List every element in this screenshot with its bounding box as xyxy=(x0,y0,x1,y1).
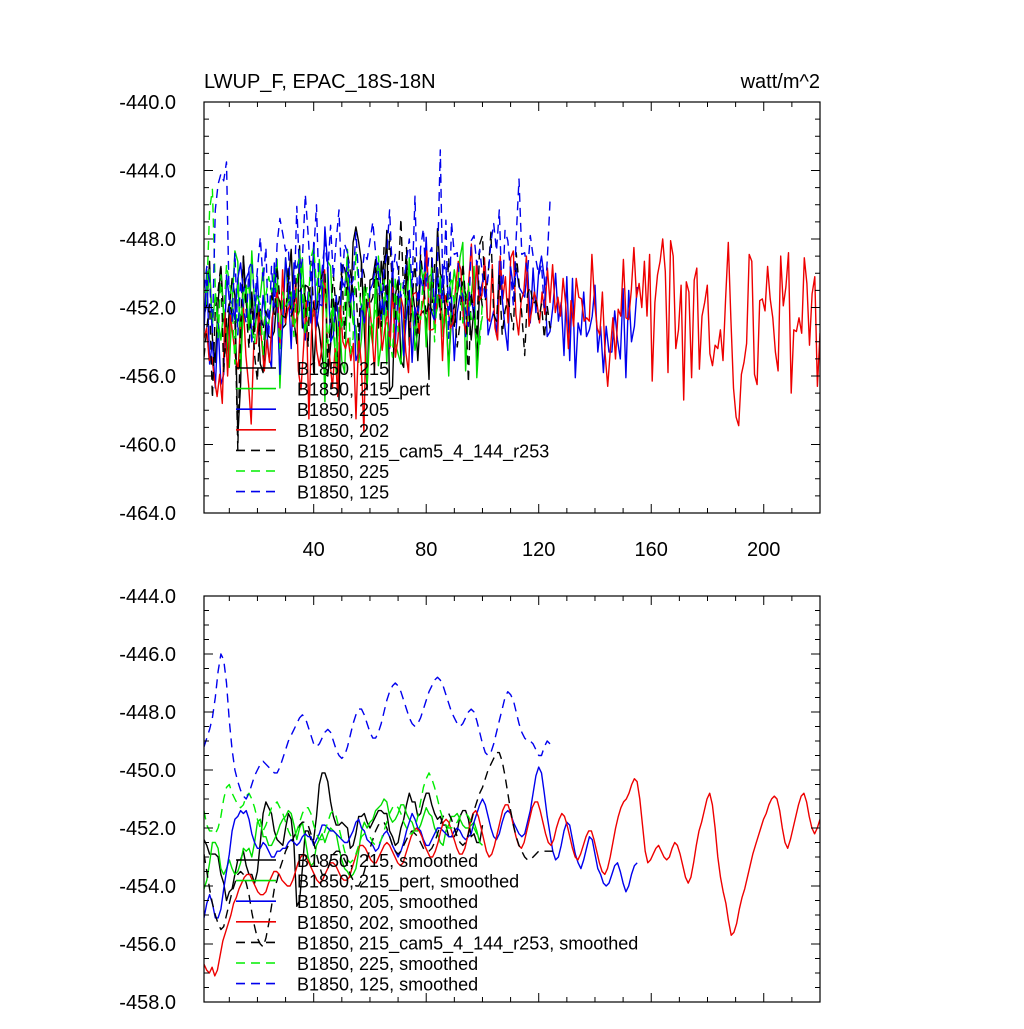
series-group xyxy=(204,149,820,451)
y-tick-label: -458.0 xyxy=(119,992,176,1014)
y-tick-label: -452.0 xyxy=(119,818,176,840)
x-tick-label: 40 xyxy=(303,539,325,561)
y-tick-label: -450.0 xyxy=(119,760,176,782)
tick-marks xyxy=(204,595,821,1003)
legend-label: B1850, 215_pert, smoothed xyxy=(297,872,519,893)
y-tick-label: -440.0 xyxy=(119,92,176,114)
chart-title: LWUP_F, EPAC_18S-18N xyxy=(204,71,436,93)
y-tick-label: -460.0 xyxy=(119,435,176,457)
series-line-3 xyxy=(204,766,638,919)
y-tick-label: -448.0 xyxy=(119,702,176,724)
legend-label: B1850, 205, smoothed xyxy=(297,892,478,912)
tick-marks xyxy=(204,101,821,514)
legend-label: B1850, 225 xyxy=(297,462,389,482)
series-line-5 xyxy=(204,751,553,948)
y-tick-label: -464.0 xyxy=(119,503,176,525)
x-tick-label: 120 xyxy=(522,539,555,561)
legend-label: B1850, 202, smoothed xyxy=(297,913,478,933)
series-group xyxy=(204,653,820,977)
y-tick-label: -456.0 xyxy=(119,934,176,956)
y-tick-label: -444.0 xyxy=(119,161,176,183)
bottom-panel: -444.0 -446.0 -448.0 -450.0 -452.0 -454.0 -456… xyxy=(119,586,821,1014)
top-panel: -440.0 -444.0 -448.0 -452.0 -456.0 -460.0 -464… xyxy=(119,92,821,561)
legend-label: B1850, 215, smoothed xyxy=(297,851,478,871)
series-line-6 xyxy=(204,188,484,375)
series-line-7 xyxy=(204,149,551,339)
y-tick-label: -456.0 xyxy=(119,366,176,388)
legend-label: B1850, 225, smoothed xyxy=(297,954,478,974)
legend-label: B1850, 125, smoothed xyxy=(297,975,478,995)
series-line-6 xyxy=(204,772,483,864)
series-line-5 xyxy=(204,217,554,451)
series-line-4 xyxy=(204,238,820,434)
y-tick-label: -448.0 xyxy=(119,229,176,251)
legend-label: B1850, 215_cam5_4_144_r253, smoothed xyxy=(297,933,638,954)
x-tick-label: 80 xyxy=(415,539,437,561)
legend-label: B1850, 125 xyxy=(297,483,389,503)
legend-label: B1850, 215_cam5_4_144_r253 xyxy=(297,441,549,462)
y-tick-label: -446.0 xyxy=(119,644,176,666)
legend-label: B1850, 215 xyxy=(297,359,389,379)
legend-label: B1850, 215_pert xyxy=(297,380,430,401)
x-tick-label: 200 xyxy=(747,539,780,561)
legend-label: B1850, 202 xyxy=(297,421,389,441)
y-tick-label: -452.0 xyxy=(119,298,176,320)
series-line-4 xyxy=(204,778,820,977)
series-line-7 xyxy=(204,653,551,800)
units-label: watt/m^2 xyxy=(740,71,820,93)
legend-label: B1850, 205 xyxy=(297,400,389,420)
y-tick-label: -444.0 xyxy=(119,586,176,608)
x-tick-label: 160 xyxy=(635,539,668,561)
y-tick-label: -454.0 xyxy=(119,876,176,898)
